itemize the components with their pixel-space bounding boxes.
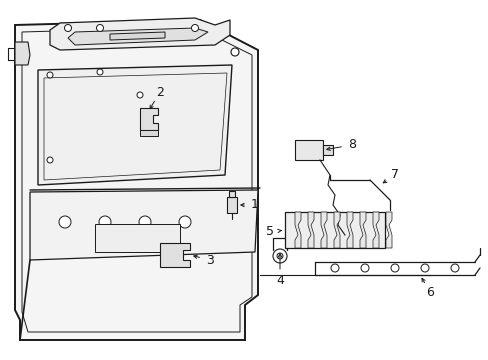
Circle shape — [99, 216, 111, 228]
Polygon shape — [320, 212, 326, 248]
Polygon shape — [38, 65, 231, 185]
Circle shape — [179, 216, 191, 228]
Text: 4: 4 — [276, 274, 284, 287]
Text: 5: 5 — [265, 225, 273, 238]
Circle shape — [47, 72, 53, 78]
Polygon shape — [285, 212, 384, 248]
Polygon shape — [372, 212, 378, 248]
Text: 2: 2 — [156, 85, 163, 99]
Text: 1: 1 — [250, 198, 259, 211]
Polygon shape — [15, 42, 30, 65]
Polygon shape — [140, 108, 158, 130]
Polygon shape — [385, 212, 391, 248]
Bar — [323, 145, 332, 155]
Polygon shape — [294, 212, 301, 248]
Circle shape — [191, 24, 198, 31]
Circle shape — [96, 24, 103, 31]
Circle shape — [97, 69, 103, 75]
Polygon shape — [333, 212, 339, 248]
Circle shape — [330, 264, 338, 272]
Circle shape — [360, 264, 368, 272]
Text: 8: 8 — [347, 139, 355, 152]
Circle shape — [420, 264, 428, 272]
Polygon shape — [110, 32, 164, 40]
Polygon shape — [307, 212, 313, 248]
Bar — [294, 140, 323, 160]
Circle shape — [47, 157, 53, 163]
Text: 3: 3 — [205, 253, 214, 266]
Polygon shape — [160, 243, 190, 267]
Text: 6: 6 — [425, 285, 433, 298]
Circle shape — [139, 216, 151, 228]
Polygon shape — [346, 212, 352, 248]
Circle shape — [272, 249, 286, 263]
Polygon shape — [140, 130, 158, 136]
Polygon shape — [68, 28, 207, 45]
Circle shape — [64, 24, 71, 31]
Polygon shape — [359, 212, 365, 248]
Circle shape — [137, 92, 142, 98]
Polygon shape — [15, 20, 258, 340]
Circle shape — [230, 48, 239, 56]
Polygon shape — [50, 18, 229, 50]
Polygon shape — [30, 190, 258, 260]
Bar — [228, 191, 235, 197]
Polygon shape — [44, 73, 226, 180]
Circle shape — [450, 264, 458, 272]
Text: 7: 7 — [390, 168, 398, 181]
Bar — [95, 224, 180, 252]
Circle shape — [276, 253, 283, 259]
Circle shape — [390, 264, 398, 272]
Circle shape — [59, 216, 71, 228]
Polygon shape — [22, 27, 251, 332]
Bar — [226, 197, 237, 213]
